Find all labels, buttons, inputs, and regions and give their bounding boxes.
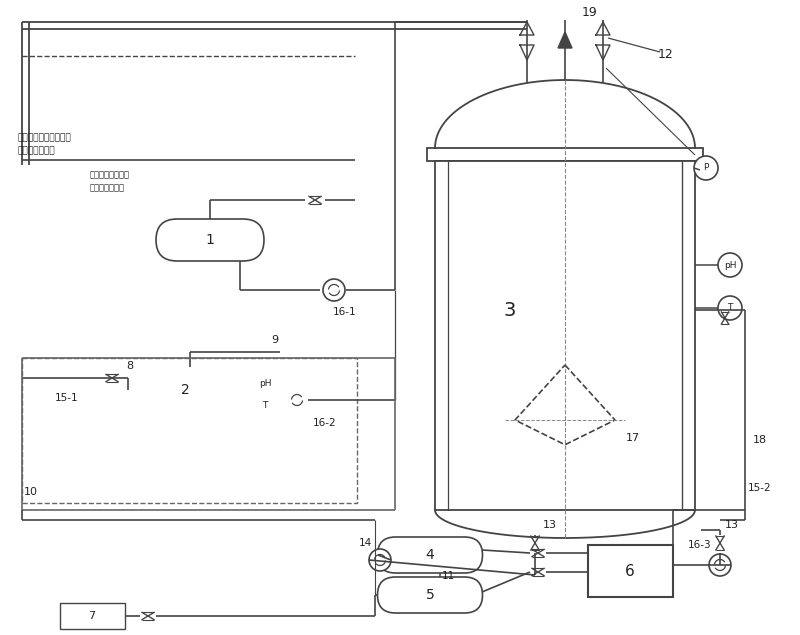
Circle shape <box>254 372 276 394</box>
Circle shape <box>709 554 731 576</box>
Text: 17: 17 <box>626 433 640 443</box>
Text: 15-1: 15-1 <box>55 393 78 403</box>
FancyBboxPatch shape <box>127 367 242 413</box>
Text: 2: 2 <box>181 383 190 397</box>
Text: 9: 9 <box>271 335 278 345</box>
Text: 12: 12 <box>658 48 674 62</box>
Text: 7: 7 <box>89 611 95 621</box>
Bar <box>588 545 673 597</box>
FancyBboxPatch shape <box>378 537 482 573</box>
Circle shape <box>323 279 345 301</box>
Text: 6: 6 <box>625 563 635 578</box>
Circle shape <box>369 549 391 571</box>
Bar <box>435 161 695 510</box>
Text: 菌液固体水的氧化液与: 菌液固体水的氧化液与 <box>18 133 72 142</box>
Text: 8: 8 <box>126 361 134 371</box>
FancyBboxPatch shape <box>156 219 264 261</box>
Text: 18: 18 <box>753 435 767 445</box>
Bar <box>167 413 203 441</box>
Text: T: T <box>727 304 733 312</box>
FancyBboxPatch shape <box>378 577 482 613</box>
Text: 14: 14 <box>358 538 372 548</box>
Text: 15-2: 15-2 <box>748 483 772 493</box>
Text: 13: 13 <box>543 520 557 530</box>
Text: T: T <box>262 401 268 410</box>
Circle shape <box>286 389 308 411</box>
Text: 19: 19 <box>582 6 598 18</box>
Circle shape <box>694 156 718 180</box>
Bar <box>60 603 125 629</box>
Text: 5: 5 <box>426 588 434 602</box>
Bar <box>22 358 357 503</box>
Text: 16-2: 16-2 <box>313 418 337 428</box>
Text: pH: pH <box>258 378 271 387</box>
Circle shape <box>718 253 742 277</box>
Circle shape <box>718 296 742 320</box>
Text: 10: 10 <box>24 487 38 497</box>
Bar <box>427 148 703 161</box>
Text: 16-1: 16-1 <box>333 307 357 317</box>
Text: 13: 13 <box>725 520 739 530</box>
Circle shape <box>254 395 276 417</box>
Text: 各种大量杂排水: 各种大量杂排水 <box>18 147 56 156</box>
Text: P: P <box>703 163 709 173</box>
Text: pH: pH <box>724 260 736 269</box>
Text: 定少量水氧化液: 定少量水氧化液 <box>90 184 125 192</box>
Text: 11: 11 <box>442 571 454 581</box>
Polygon shape <box>558 32 572 48</box>
Text: 16-3: 16-3 <box>688 540 712 550</box>
Text: 3: 3 <box>504 300 516 319</box>
Text: 1: 1 <box>206 233 214 247</box>
Text: 活化中菌器分菌制: 活化中菌器分菌制 <box>90 171 130 180</box>
Text: 4: 4 <box>426 548 434 562</box>
